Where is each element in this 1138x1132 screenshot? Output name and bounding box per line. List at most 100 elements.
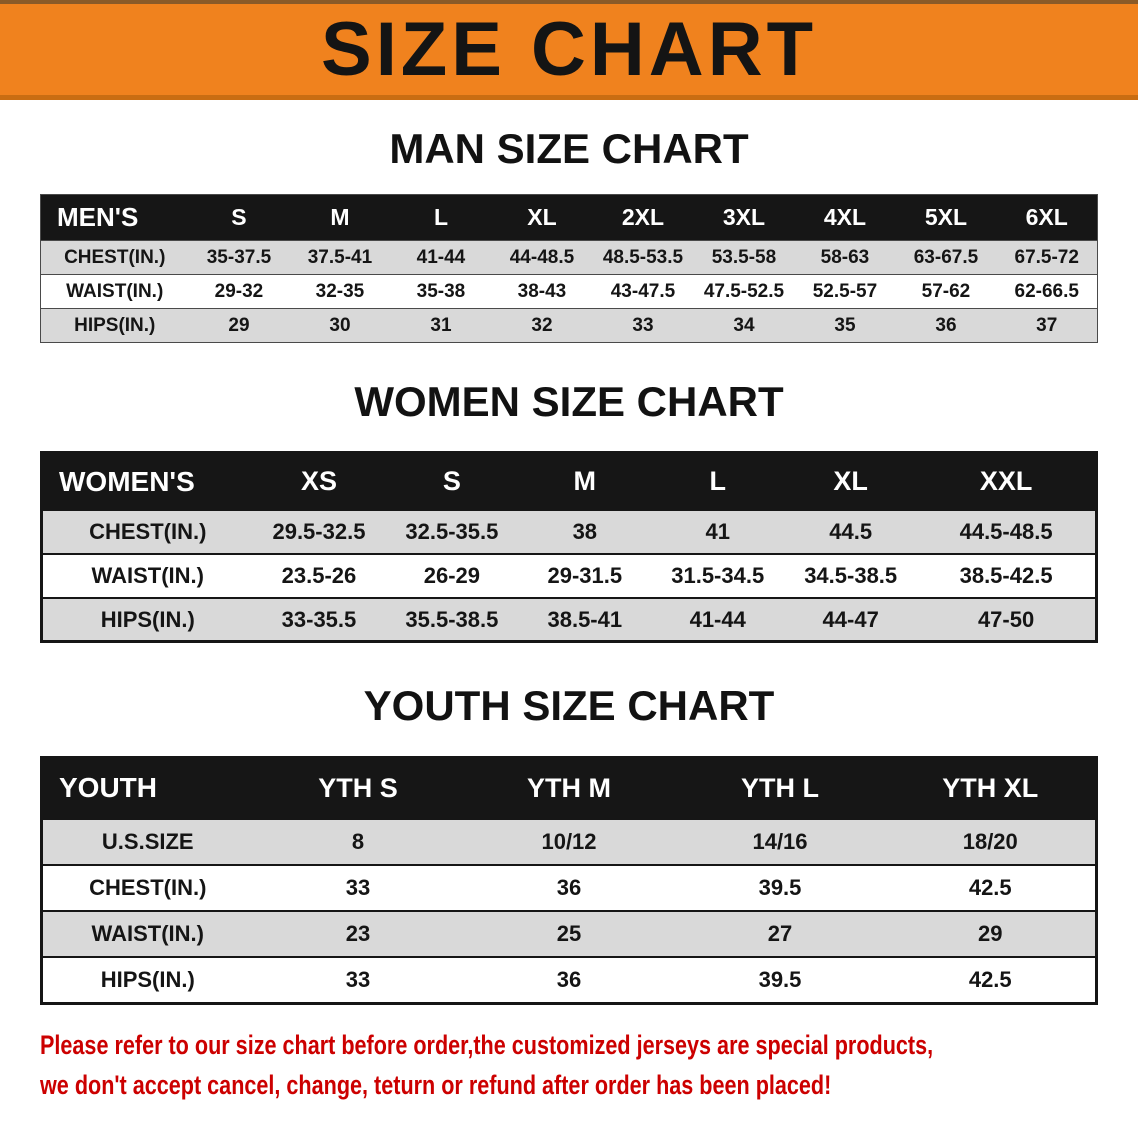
youth-section-heading: YOUTH SIZE CHART [363,682,775,730]
value-cell: 29-32 [214,280,264,302]
value-cell: 35-38 [416,280,466,302]
youth-size-section: YOUTH SIZE CHART YOUTH YTH S YTH M YTH L YTH… [0,682,1138,1005]
notice: Please refer to our size chart before or… [40,1025,1138,1105]
youth-size-table: YOUTH YTH S YTH M YTH L YTH XL U.S.SIZE 8 10/12… [40,755,1098,1005]
value-cell: 35 [834,314,856,336]
value-cell: 33 [632,314,654,336]
value-cell: 32-35 [315,280,365,302]
notice-line-1: Please refer to our size chart before or… [40,1029,934,1060]
value-cell: 30 [329,314,351,336]
table-title-cell: MEN'S [40,194,189,241]
value-cell: 39.5 [758,875,802,901]
value-cell: 14/16 [752,829,808,855]
row-label-cell: WAIST(IN.) [91,921,204,947]
value-cell: 18/20 [962,829,1018,855]
men-section-heading: MAN SIZE CHART [389,125,749,172]
value-cell: 31 [430,314,452,336]
value-cell: 57-62 [921,280,971,302]
size-header-cell: S [385,452,519,510]
value-cell: 29 [228,314,250,336]
value-cell: 41 [705,518,730,544]
table-row: WAIST(IN.) 23.5-26 26-29 29-31.5 31.5-34.5 34… [41,553,1097,598]
table-title-cell: WOMEN'S [41,452,253,510]
value-cell: 32 [531,314,553,336]
size-header-cell: 5XL [895,194,997,241]
size-header-cell: 2XL [592,194,694,241]
table-row: CHEST(IN.) 35-37.5 37.5-41 41-44 44-48.5 48.5… [40,240,1098,275]
value-cell: 58-63 [820,246,870,268]
value-cell: 23.5-26 [281,562,357,588]
value-cell: 34 [733,314,755,336]
table-row: HIPS(IN.) 29 30 31 32 33 34 35 36 37 [40,308,1098,343]
value-cell: 33 [345,966,371,992]
value-cell: 41-44 [416,246,466,268]
size-header-cell: S [188,194,290,241]
size-header-cell: M [518,452,652,510]
value-cell: 33 [345,875,371,901]
value-cell: 29 [978,921,1003,947]
men-size-table: MEN'S S M L XL 2XL 3XL 4XL 5XL 6XL CHEST(IN.) 35-37… [40,194,1098,344]
size-header-cell: L [390,194,492,241]
row-label-cell: HIPS(IN.) [100,606,195,632]
value-cell: 37 [1036,314,1058,336]
value-cell: 32.5-35.5 [405,518,499,544]
table-row: WAIST(IN.) 23 25 27 29 [41,911,1097,958]
value-cell: 27 [767,921,793,947]
value-cell: 29-31.5 [547,562,623,588]
value-cell: 35.5-38.5 [405,606,499,632]
table-header-row: MEN'S S M L XL 2XL 3XL 4XL 5XL 6XL [40,194,1098,241]
table-row: U.S.SIZE 8 10/12 14/16 18/20 [41,819,1097,866]
value-cell: 34.5-38.5 [804,562,898,588]
table-row: HIPS(IN.) 33 36 39.5 42.5 [41,957,1097,1004]
women-section-heading: WOMEN SIZE CHART [354,378,784,426]
value-cell: 33-35.5 [281,606,357,632]
value-cell: 23 [345,921,371,947]
value-cell: 42.5 [968,966,1012,992]
table-row: WAIST(IN.) 29-32 32-35 35-38 38-43 43-47.5 47.… [40,274,1098,309]
value-cell: 42.5 [968,875,1012,901]
row-label-cell: CHEST(IN.) [89,875,207,901]
size-header-cell: M [289,194,391,241]
women-size-section: WOMEN SIZE CHART WOMEN'S XS S M L XL XXL CHEST(… [0,378,1138,644]
value-cell: 29.5-32.5 [272,518,366,544]
size-header-cell: 4XL [794,194,896,241]
value-cell: 36 [935,314,957,336]
size-header-cell: YTH M [463,757,675,820]
table-row: CHEST(IN.) 33 36 39.5 42.5 [41,865,1097,912]
row-label-cell: HIPS(IN.) [74,314,156,336]
value-cell: 10/12 [541,829,597,855]
value-cell: 62-66.5 [1014,280,1079,302]
banner: SIZE CHART [0,0,1138,100]
value-cell: 47-50 [977,606,1035,632]
size-header-cell: YTH S [252,757,464,820]
notice-line-2: we don't accept cancel, change, teturn o… [40,1069,832,1100]
value-cell: 31.5-34.5 [671,562,765,588]
value-cell: 36 [556,966,582,992]
value-cell: 35-37.5 [206,246,272,268]
table-header-row: YOUTH YTH S YTH M YTH L YTH XL [41,757,1097,820]
size-header-cell: L [651,452,785,510]
table-title-cell: YOUTH [41,757,253,820]
row-label-cell: WAIST(IN.) [66,280,164,302]
value-cell: 63-67.5 [913,246,979,268]
size-header-cell: XXL [917,452,1097,510]
size-header-cell: YTH L [674,757,886,820]
row-label-cell: CHEST(IN.) [89,518,207,544]
value-cell: 8 [351,829,365,855]
size-header-cell: YTH XL [885,757,1097,820]
value-cell: 25 [556,921,582,947]
row-label-cell: WAIST(IN.) [91,562,204,588]
value-cell: 52.5-57 [812,280,878,302]
value-cell: 38 [572,518,598,544]
value-cell: 43-47.5 [610,280,676,302]
value-cell: 39.5 [758,966,802,992]
value-cell: 41-44 [689,606,746,632]
value-cell: 38-43 [517,280,567,302]
size-header-cell: XS [252,452,386,510]
value-cell: 67.5-72 [1014,246,1079,268]
row-label-cell: CHEST(IN.) [64,246,166,268]
row-label-cell: U.S.SIZE [101,829,194,855]
value-cell: 44.5 [829,518,873,544]
size-header-cell: 6XL [996,194,1098,241]
value-cell: 38.5-41 [547,606,623,632]
